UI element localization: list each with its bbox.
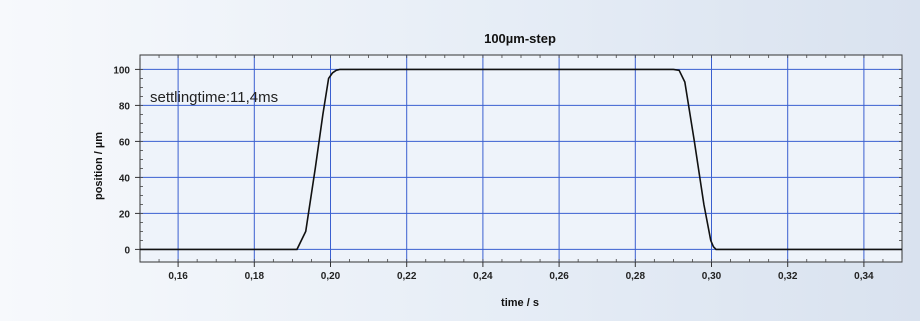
x-tick-label: 0,16 [168,271,188,282]
y-tick-label: 60 [119,137,131,148]
y-tick-label: 0 [124,245,130,256]
x-tick-label: 0,24 [473,271,493,282]
grid [140,55,902,262]
x-tick-label: 0,30 [702,271,722,282]
x-tick-label: 0,32 [778,271,798,282]
x-axis-label: time / s [501,297,539,309]
x-tick-label: 0,18 [245,271,265,282]
chart-title: 100µm-step [484,31,556,46]
y-tick-label: 100 [113,65,130,76]
plot-area [139,54,903,263]
x-tick-label: 0,22 [397,271,417,282]
series-line [140,68,902,251]
y-tick-label: 80 [119,101,131,112]
x-tick-label: 0,20 [321,271,341,282]
settling-time-annotation: settlingtime:11,4ms [150,89,278,106]
y-axis-label: position / µm [93,132,105,200]
x-tick-label: 0,28 [626,271,646,282]
y-tick-label: 20 [119,209,131,220]
x-tick-label: 0,26 [549,271,569,282]
y-tick-label: 40 [119,173,131,184]
x-tick-label: 0,34 [854,271,874,282]
x-tick-labels: 0,16 0,18 0,20 0,22 0,24 0,26 0,28 0,30 0,32 0,34 [168,271,874,282]
y-tick-labels: 0 20 40 60 80 100 [113,65,130,256]
